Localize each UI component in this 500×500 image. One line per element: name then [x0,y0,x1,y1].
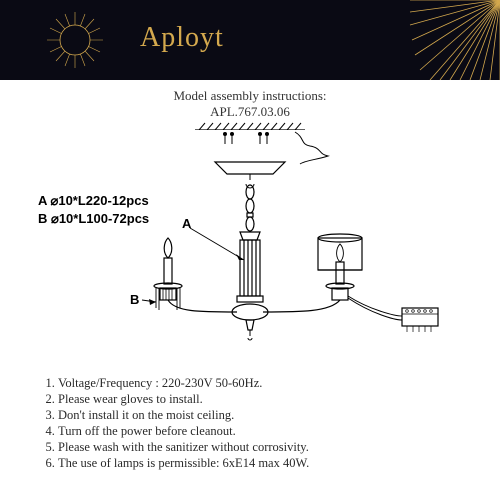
corner-rays-icon [370,0,500,80]
brand-name: Aployt [140,22,224,54]
brand-header: Aployt [0,0,500,80]
instruction-item: The use of lamps is permissible: 6xE14 m… [58,456,470,471]
instruction-list: Voltage/Frequency : 220-230V 50-60Hz.Ple… [0,370,500,471]
instruction-item: Don't install it on the moist ceiling. [58,408,470,423]
instruction-item: Please wash with the sanitizer without c… [58,440,470,455]
instruction-item: Please wear gloves to install. [58,392,470,407]
assembly-diagram: A ⌀10*L220-12pcs B ⌀10*L100-72pcs [0,130,500,370]
eclipse-logo-icon [45,10,105,70]
part-a-spec: A ⌀10*L220-12pcs [38,192,149,210]
title-block: Model assembly instructions: APL.767.03.… [0,88,500,130]
instruction-item: Turn off the power before cleanout. [58,424,470,439]
chandelier-drawing-icon: A B [0,130,500,370]
part-b-spec: B ⌀10*L100-72pcs [38,210,149,228]
ceiling-hatch-icon [195,122,305,130]
callout-a: A [182,216,192,231]
title-line1: Model assembly instructions: [0,88,500,104]
instruction-item: Voltage/Frequency : 220-230V 50-60Hz. [58,376,470,391]
title-line2: APL.767.03.06 [0,104,500,120]
callout-b: B [130,292,139,307]
parts-list: A ⌀10*L220-12pcs B ⌀10*L100-72pcs [38,192,149,227]
